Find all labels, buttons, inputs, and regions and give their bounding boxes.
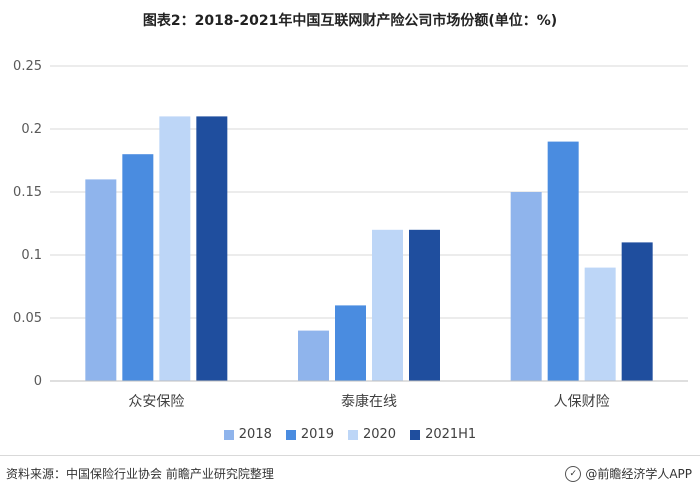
legend-item-2018: 2018 (223, 427, 272, 442)
x-category-label: 人保财险 (554, 394, 610, 410)
brand-label: @前瞻经济学人APP (585, 467, 692, 481)
y-tick-label: 0.25 (13, 59, 42, 74)
bar-2018-泰康在线 (298, 330, 329, 381)
bar-2020-泰康在线 (372, 229, 403, 381)
bar-2021H1-泰康在线 (409, 229, 440, 381)
legend-swatch (223, 429, 234, 440)
legend-label: 2020 (362, 427, 397, 442)
bar-2019-泰康在线 (335, 305, 366, 381)
legend-swatch (285, 429, 296, 440)
x-category-label: 泰康在线 (341, 393, 397, 410)
bar-2021H1-人保财险 (621, 242, 653, 381)
brand-credit: ✓ @前瞻经济学人APP (565, 465, 692, 482)
bar-2019-众安保险 (122, 154, 154, 381)
footer-divider (0, 455, 700, 456)
x-category-label: 众安保险 (128, 394, 184, 410)
legend-item-2021H1: 2021H1 (410, 427, 476, 442)
legend-swatch (347, 429, 358, 440)
legend-label: 2021H1 (425, 427, 477, 442)
bar-2019-人保财险 (547, 141, 579, 381)
bar-2020-众安保险 (159, 116, 191, 382)
bar-2018-众安保险 (85, 179, 117, 381)
y-tick-label: 0.15 (13, 185, 42, 200)
legend-label: 2018 (238, 427, 272, 442)
legend-item-2019: 2019 (285, 427, 334, 442)
y-tick-label: 0 (34, 374, 42, 389)
legend-swatch (410, 429, 421, 440)
chart-title: 图表2：2018-2021年中国互联网财产险公司市场份额(单位：%) (142, 13, 558, 29)
legend-item-2020: 2020 (347, 427, 397, 442)
source-note: 资料来源：中国保险行业协会 前瞻产业研究院整理 (6, 467, 274, 481)
chart-legend: 2018 2019 2020 2021H1 (0, 427, 700, 442)
y-tick-label: 0.05 (13, 311, 42, 326)
legend-label: 2019 (300, 427, 334, 442)
y-tick-label: 0.2 (21, 122, 42, 137)
bar-2020-人保财险 (584, 267, 616, 381)
y-tick-label: 0.1 (21, 248, 42, 263)
bar-2018-人保财险 (510, 192, 542, 381)
bar-chart: 0 0.05 0.1 0.15 0.2 0.25 众安保险 泰康在线 人保财险 (13, 59, 688, 410)
prospective-logo-icon: ✓ (565, 465, 582, 482)
bar-2021H1-众安保险 (196, 116, 228, 382)
